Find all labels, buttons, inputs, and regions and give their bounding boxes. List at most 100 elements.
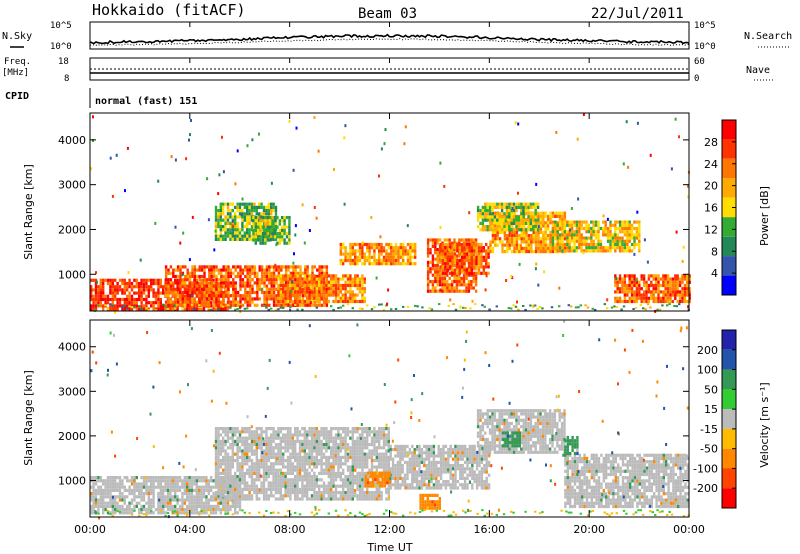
velocity-cell: [214, 494, 218, 498]
power-cell: [337, 293, 340, 297]
power-cell: [626, 293, 629, 297]
power-cell: [260, 274, 264, 279]
power-cell: [387, 262, 390, 266]
velocity-cell: [109, 498, 112, 502]
velocity-cell: [214, 465, 218, 469]
power-cell: [210, 297, 213, 301]
power-cell: [169, 265, 173, 269]
power-cell: [265, 265, 269, 269]
velocity-cell: [214, 459, 218, 463]
velocity-cell: [97, 498, 100, 502]
velocity-cell: [262, 465, 266, 469]
power-point: [439, 288, 442, 292]
velocity-cell: [92, 504, 95, 508]
power-cell: [658, 308, 662, 311]
power-cell: [344, 255, 347, 259]
power-cell: [575, 249, 579, 253]
power-cell: [188, 274, 192, 279]
power-cell: [282, 277, 285, 281]
velocity-cell: [226, 487, 230, 491]
power-cell: [618, 223, 622, 227]
power-cell: [676, 299, 679, 304]
power-cell: [546, 224, 550, 228]
velocity-cell: [94, 501, 98, 505]
power-cell: [638, 230, 641, 234]
power-cell: [90, 294, 93, 298]
power-cell: [332, 277, 335, 281]
velocity-cell: [159, 511, 162, 515]
power-cell: [232, 287, 235, 291]
velocity-cell: [214, 504, 218, 508]
velocity-cell: [231, 433, 234, 437]
power-cell: [456, 268, 459, 272]
power-cell: [517, 202, 521, 206]
power-cell: [582, 226, 586, 231]
power-cell: [465, 283, 468, 287]
power-cell: [597, 249, 600, 253]
velocity-cell: [97, 504, 100, 508]
power-cell: [118, 285, 122, 289]
power-cell: [147, 278, 150, 282]
power-cell: [282, 274, 285, 278]
velocity-cell: [231, 501, 234, 505]
velocity-cell: [222, 491, 225, 495]
power-cell: [236, 265, 240, 269]
power-cell: [475, 265, 478, 269]
power-cell: [250, 209, 254, 213]
power-cell: [633, 233, 636, 237]
power-cell: [539, 211, 543, 215]
power-cell: [186, 307, 189, 311]
power-cell: [200, 297, 204, 301]
power-cell: [253, 303, 257, 307]
power-cell: [296, 290, 300, 295]
power-cell: [611, 223, 615, 227]
velocity-cell: [260, 484, 263, 488]
power-cell: [451, 255, 454, 259]
power-cell: [402, 249, 405, 253]
power-cell: [224, 285, 227, 289]
power-cell: [463, 252, 466, 256]
power-cell: [500, 215, 504, 219]
power-cell: [229, 271, 233, 275]
power-cell: [458, 283, 461, 287]
power-cbar-swatch: [722, 139, 736, 159]
velocity-cell: [142, 485, 146, 489]
power-cell: [616, 283, 619, 288]
power-cell: [140, 278, 143, 282]
velocity-cell: [214, 468, 218, 472]
power-cell: [138, 294, 141, 298]
power-cell: [278, 238, 281, 242]
velocity-cell: [186, 492, 189, 496]
power-cell: [164, 305, 167, 308]
velocity-cell: [114, 511, 117, 515]
power-cell: [394, 249, 398, 253]
velocity-cell: [212, 498, 215, 502]
power-cell: [257, 232, 260, 236]
velocity-cell: [236, 446, 239, 450]
power-cell: [238, 231, 242, 235]
power-cell: [450, 286, 454, 290]
power-cell: [212, 303, 216, 307]
power-cell: [224, 278, 228, 282]
power-cell: [222, 307, 225, 311]
power-cell: [308, 280, 311, 284]
velocity-cell: [114, 501, 117, 505]
power-cell: [234, 225, 237, 229]
velocity-cell: [226, 494, 230, 498]
power-cell: [520, 212, 523, 216]
power-cell: [652, 274, 655, 278]
power-cell: [488, 228, 492, 232]
power-cell: [327, 287, 330, 291]
velocity-cell: [222, 476, 225, 480]
power-cell: [524, 308, 527, 311]
power-cell: [114, 278, 117, 282]
velocity-cell: [198, 479, 201, 483]
power-cell: [416, 305, 419, 308]
power-cell: [688, 293, 691, 297]
power-cbar-swatch: [722, 275, 736, 295]
power-cell: [215, 290, 218, 295]
power-cell: [167, 284, 170, 288]
power-point: [514, 121, 517, 125]
power-point: [251, 138, 254, 142]
power-cell: [512, 205, 516, 209]
